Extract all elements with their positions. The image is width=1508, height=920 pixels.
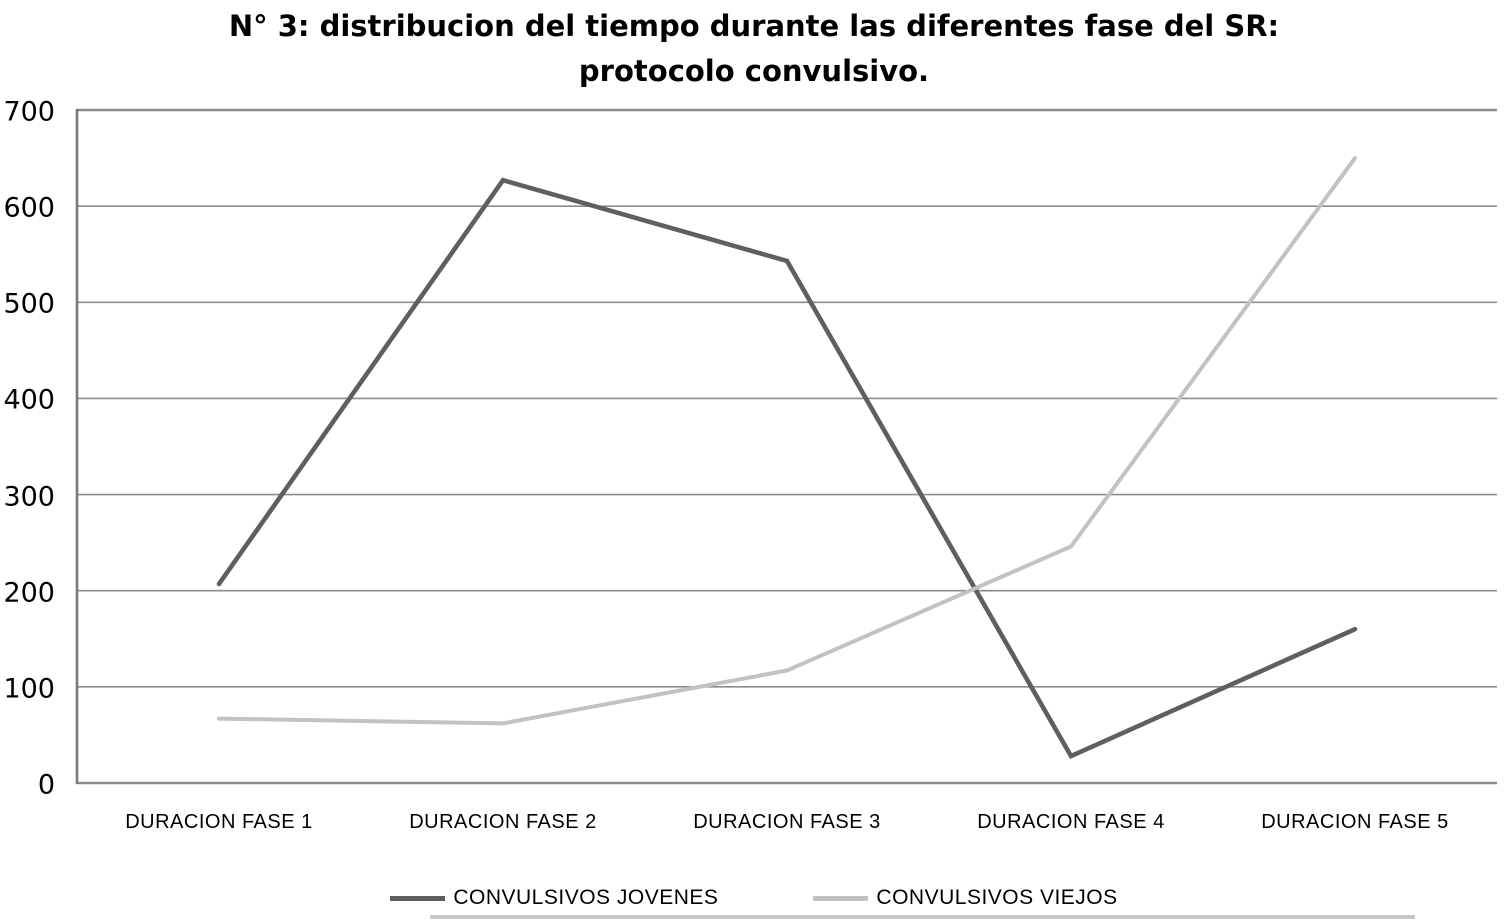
chart-title-line1: N° 3: distribucion del tiempo durante la… xyxy=(228,9,1280,43)
legend-item-viejos: CONVULSIVOS VIEJOS xyxy=(813,886,1117,910)
y-tick-label-200: 200 xyxy=(3,577,55,609)
y-axis-tick-labels: 0 100 200 300 400 500 600 700 xyxy=(0,0,57,920)
x-category-label-1: DURACION FASE 1 xyxy=(125,811,313,833)
legend-line-swatch xyxy=(813,895,869,901)
chart-legend: CONVULSIVOS JOVENES CONVULSIVOS VIEJOS xyxy=(0,882,1508,914)
y-tick-label-0: 0 xyxy=(37,769,55,801)
x-axis-category-labels: DURACION FASE 1 DURACION FASE 2 DURACION F… xyxy=(77,806,1497,838)
chart-title-line2: protocolo convulsivo. xyxy=(578,54,930,88)
series-line-jovenes xyxy=(216,177,1358,760)
x-category-label-4: DURACION FASE 4 xyxy=(977,811,1165,833)
x-category-label-5: DURACION FASE 5 xyxy=(1261,811,1449,833)
scan-artifact-line xyxy=(430,915,1415,919)
legend-label: CONVULSIVOS JOVENES xyxy=(453,886,719,909)
legend-line-swatch xyxy=(390,895,446,901)
y-tick-label-400: 400 xyxy=(3,384,55,416)
legend-item-jovenes: CONVULSIVOS JOVENES xyxy=(390,886,718,910)
x-category-label-3: DURACION FASE 3 xyxy=(693,811,881,833)
legend-label: CONVULSIVOS VIEJOS xyxy=(876,886,1118,909)
series-line-viejos xyxy=(217,156,1357,726)
x-category-label-2: DURACION FASE 2 xyxy=(409,811,597,833)
chart-title: N° 3: distribucion del tiempo durante la… xyxy=(0,4,1508,94)
y-tick-label-100: 100 xyxy=(3,673,55,705)
y-tick-label-500: 500 xyxy=(3,288,55,320)
y-tick-label-300: 300 xyxy=(3,481,55,513)
y-tick-label-700: 700 xyxy=(3,96,55,128)
y-tick-label-600: 600 xyxy=(3,192,55,224)
